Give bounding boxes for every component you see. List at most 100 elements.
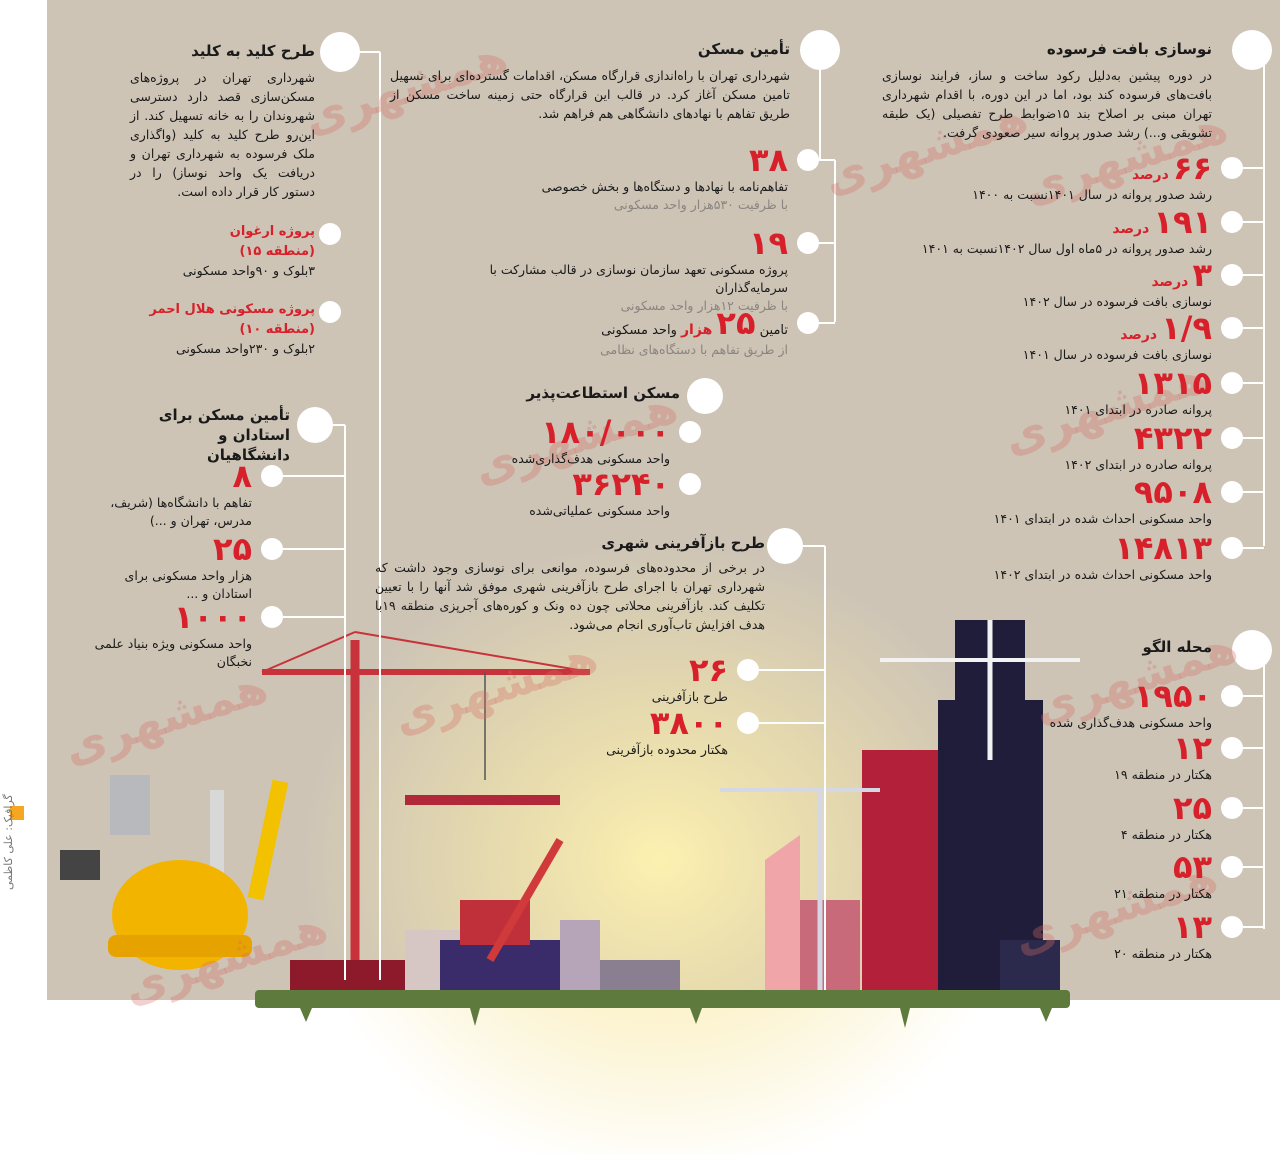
excavator [486,837,564,963]
building [1000,940,1060,992]
stat: ۱۰۰۰ واحد مسکونی ویژه بنیاد علمی نخبگان [92,599,252,671]
stat-number-line: ۲۵ [92,531,252,567]
building [765,835,800,992]
stat-number-line: ۵۳ [1114,849,1212,885]
project-text: ۳بلوک و ۹۰واحد مسکونی [182,263,315,278]
building [800,900,860,992]
stat-number: ۳۸۰۰ [649,704,728,742]
bullet [1221,797,1243,819]
bullet [1221,317,1243,339]
stat-text: هزار واحد مسکونی برای استادان و ... [124,568,252,601]
drill [60,850,100,880]
saw [110,775,150,835]
building [600,960,680,992]
stat-text: طرح بازآفرینی [651,689,728,704]
stat-unit: درصد [1112,221,1150,237]
building [560,920,600,992]
stat-number: ۲۵ [716,304,756,342]
stat-text: پروانه صادره در ابتدای ۱۴۰۱ [1064,402,1212,417]
section-title: نوسازی بافت فرسوده [1046,40,1212,58]
credit-mark [10,806,24,820]
bullet [1221,211,1243,233]
bullet [797,312,819,334]
stat-number-line: ۴۳۲۲ [1064,420,1212,456]
crane [261,631,356,673]
stat-number-line: ۱۲ [1114,730,1212,766]
stat: ۲۶ طرح بازآفرینی [652,652,728,706]
stat-number: ۳۶۲۴۰ [572,465,670,503]
stat-number-line: ۱۰۰۰ [92,599,252,635]
bullet [687,378,723,414]
section-title: تأمین مسکن [697,40,790,58]
stat: ۹۵۰۸ واحد مسکونی احداث شده در ابتدای ۱۴۰۱ [994,474,1212,528]
stat: ۱۹۵۰ واحد مسکونی هدف‌گذاری شده [1050,678,1212,732]
stat: ۳۸۰۰ هکتار محدوده بازآفرینی [606,705,728,759]
stat: ۱۳۱۵ پروانه صادره در ابتدای ۱۴۰۱ [1064,365,1212,419]
stat-number-line: ۱۹۱ درصد [922,204,1212,240]
stat-unit: هزار [681,322,713,338]
bullet [261,538,283,560]
bullet [1221,737,1243,759]
stat-number: ۳ [1192,256,1212,294]
stat-number-line: ۳ درصد [1023,257,1212,293]
stat-number-line: ۳۸۰۰ [606,705,728,741]
project-title: پروژه ارغوان [229,224,315,239]
stat-number: ۳۸ [748,141,788,179]
watermark: همشهری [386,628,604,746]
stat: ۱۳ هکتار در منطقه ۲۰ [1114,909,1212,963]
project-note: (منطقه ۱۵) [239,244,315,259]
bullet [319,301,341,323]
stat-number-line: ۱۴۸۱۳ [994,530,1212,566]
project-text: ۲بلوک و ۲۳۰واحد مسکونی [175,341,315,356]
stat-text: هکتار در منطقه ۱۹ [1114,767,1212,782]
section-title: طرح بازآفرینی شهری [601,534,765,552]
section-title: طرح کلید به کلید [191,42,315,60]
bullet [1221,856,1243,878]
stat-text: تفاهم‌نامه با نهادها و دستگاه‌ها و بخش خ… [541,179,788,194]
stat-number: ۲۵ [1172,789,1212,827]
watermark: همشهری [56,658,274,776]
stat-prefix: تامین [759,323,788,338]
section-body: شهرداری تهران با راه‌اندازی قرارگاه مسکن… [390,68,790,121]
stat-number-line: ۸ [92,458,252,494]
stat: ۲۵ هکتار در منطقه ۴ [1121,790,1212,844]
stat-number: ۱۲ [1172,729,1212,767]
stat-number: ۱/۹ [1161,309,1212,347]
stat-number: ۱۰۰۰ [173,598,252,636]
stat-number-line: ۱۹ [458,225,788,261]
stat-number: ۲۵ [212,530,252,568]
stat-text: پروژه مسکونی تعهد سازمان نوسازی در قالب … [489,262,788,295]
bullet [1232,30,1272,70]
bullet [679,473,701,495]
stat-number: ۸ [232,457,252,495]
bullet [261,606,283,628]
stat: ۱۴۸۱۳ واحد مسکونی احداث شده در ابتدای ۱۴۰… [994,530,1212,584]
section-title: مسکن استطاعت‌پذیر [526,384,680,402]
stat-number-line: ۱/۹ درصد [1023,310,1212,346]
stat-number: ۲۶ [688,651,728,689]
watermark: همشهری [116,898,334,1016]
stat-number-line: ۲۶ [652,652,728,688]
credit: گرافیک: علی کاظمی [2,794,15,890]
bullet [737,712,759,734]
stat-text: تفاهم با دانشگاه‌ها (شریف، مدرس، تهران و… [110,495,252,528]
stat: ۳۸ تفاهم‌نامه با نهادها و دستگاه‌ها و بخش… [542,142,788,214]
project-note: (منطقه ۱۰) [239,322,315,337]
city-illustration [255,620,1080,1028]
stat: ۱/۹ درصد نوسازی بافت فرسوده در سال ۱۴۰۱ [1023,310,1212,364]
bullet [1221,264,1243,286]
bullet [320,32,360,72]
stat-text: رشد صدور پروانه در سال ۱۴۰۱نسبت به ۱۴۰۰ [972,187,1212,202]
stat-number-line: ۱۳۱۵ [1064,365,1212,401]
stat-number-line: ۲۵ [1121,790,1212,826]
crane [354,631,591,673]
stat-number: ۱۴۸۱۳ [1114,529,1212,567]
stat-number: ۱۸۰/۰۰۰ [541,413,670,451]
bullet [1221,157,1243,179]
stat-text: واحد مسکونی احداث شده در ابتدای ۱۴۰۲ [993,567,1212,582]
stat-text: پروانه صادره در ابتدای ۱۴۰۲ [1064,457,1212,472]
section-body: در دوره پیشین به‌دلیل رکود ساخت و ساز، ف… [882,68,1212,140]
tools-illustration [60,775,289,970]
